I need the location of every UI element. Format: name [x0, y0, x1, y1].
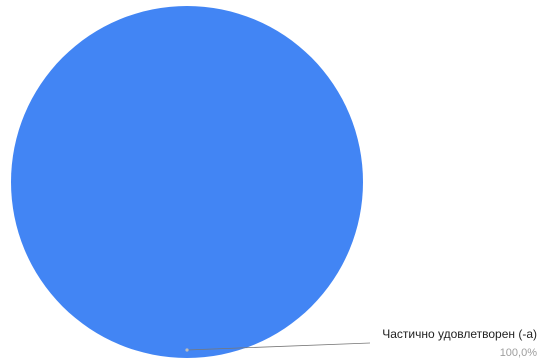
- leader-dot: [185, 348, 189, 352]
- pie-slice[interactable]: [11, 6, 363, 358]
- slice-label: Частично удовлетворен (-а): [382, 327, 537, 341]
- leader-line: [186, 342, 371, 351]
- slice-value-label: 100,0%: [500, 347, 538, 359]
